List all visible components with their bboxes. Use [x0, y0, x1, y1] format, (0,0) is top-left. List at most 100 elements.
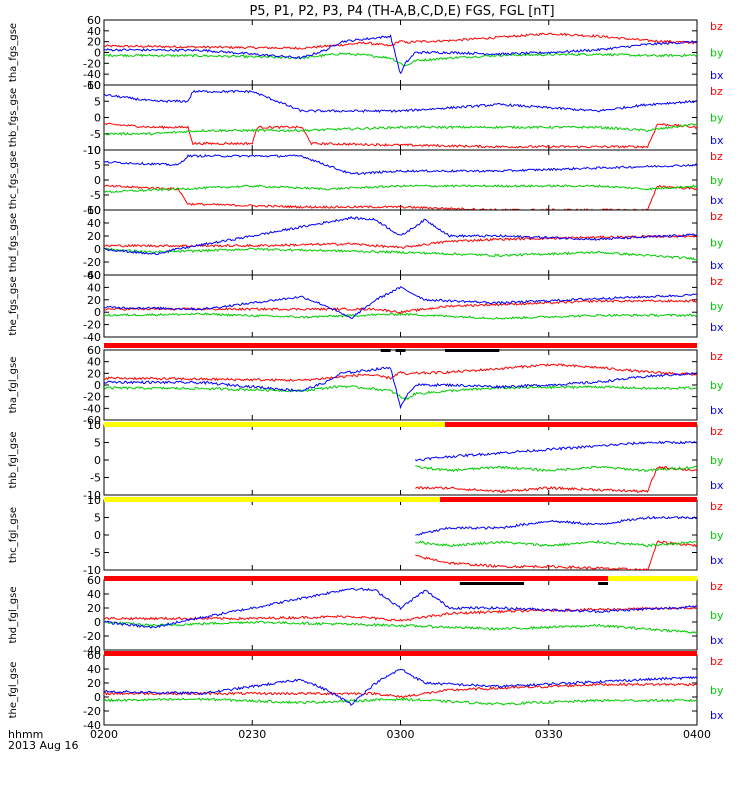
y-tick-label: 20 [87, 230, 101, 243]
y-tick-label: 0 [94, 112, 101, 125]
legend-by: by [710, 300, 724, 313]
y-tick-label: 0 [94, 379, 101, 392]
y-tick-label: 60 [87, 269, 101, 282]
y-axis-label: thc_fgl_gse [8, 507, 19, 563]
panel-frame [103, 654, 698, 726]
series-bx-line [104, 668, 697, 706]
legend-by: by [710, 47, 724, 60]
y-tick-label: -10 [83, 204, 101, 217]
status-bar-mark [598, 582, 609, 585]
legend-by: by [710, 379, 724, 392]
x-tick-label: 0300 [387, 728, 415, 741]
y-tick-label: -40 [83, 402, 101, 415]
legend-by: by [710, 237, 724, 250]
legend-bx: bx [710, 194, 724, 207]
y-tick-label: 0 [94, 691, 101, 704]
legend-bz: bz [710, 350, 723, 363]
y-tick-label: -20 [83, 57, 101, 70]
panel-frame [103, 274, 698, 338]
legend-bx: bx [710, 709, 724, 722]
y-tick-label: 5 [94, 437, 101, 450]
series-by-line [415, 465, 697, 473]
legend-bz: bz [710, 580, 723, 593]
y-tick-label: 60 [87, 14, 101, 27]
legend-bx: bx [710, 259, 724, 272]
y-tick-label: 10 [87, 419, 101, 432]
y-axis-label: the_fgs_gse [8, 276, 19, 335]
legend-by: by [710, 529, 724, 542]
legend-bz: bz [710, 425, 723, 438]
legend-bz: bz [710, 210, 723, 223]
series-bz-line [104, 299, 697, 315]
legend-by: by [710, 174, 724, 187]
status-bar-segment [104, 422, 445, 427]
panel-2: 10 5 0 -5 -10 thb_fgs_gse bz by bx [8, 79, 724, 157]
y-tick-label: 60 [87, 574, 101, 587]
panel-frame [103, 579, 698, 651]
series-by-line [415, 539, 697, 548]
legend-bz: bz [710, 655, 723, 668]
y-tick-label: 60 [87, 649, 101, 662]
legend-bx: bx [710, 554, 724, 567]
y-tick-label: 20 [87, 367, 101, 380]
legend-bx: bx [710, 404, 724, 417]
series-bx-line [414, 440, 697, 462]
y-axis-label: tha_fgl_gse [8, 357, 19, 414]
legend-bx: bx [710, 479, 724, 492]
y-tick-label: -10 [83, 564, 101, 577]
y-tick-label: -20 [83, 391, 101, 404]
status-bar-mark [459, 582, 525, 585]
series-bx-line [104, 587, 697, 629]
y-tick-label: -5 [90, 547, 101, 560]
series-by-line [104, 696, 697, 706]
series-bx-line [104, 215, 697, 255]
y-tick-label: 0 [94, 529, 101, 542]
legend-bx: bx [710, 634, 724, 647]
y-tick-label: 60 [87, 344, 101, 357]
y-tick-label: -5 [90, 128, 101, 141]
y-tick-label: -40 [83, 68, 101, 81]
series-by-line [104, 247, 697, 261]
panel-7: 10 5 0 -5 -10 thb_fgl_gse bz by bx [8, 419, 724, 502]
y-tick-label: -20 [83, 319, 101, 332]
y-tick-label: 0 [94, 454, 101, 467]
status-bar-segment [104, 576, 609, 581]
y-tick-label: 40 [87, 281, 101, 294]
series-bz-line [104, 234, 697, 249]
series-bx-line [104, 89, 697, 113]
y-tick-label: 20 [87, 677, 101, 690]
legend-bz: bz [710, 20, 723, 33]
y-tick-label: 40 [87, 217, 101, 230]
series-by-line [104, 620, 697, 635]
y-tick-label: -20 [83, 256, 101, 269]
series-bx-line [104, 366, 697, 410]
y-tick-label: -5 [90, 189, 101, 202]
series-bx-line [104, 286, 697, 320]
status-bar-segment [104, 497, 441, 502]
y-tick-label: -40 [83, 719, 101, 732]
legend-by: by [710, 609, 724, 622]
series-by-line [104, 312, 697, 320]
y-tick-label: 60 [87, 204, 101, 217]
series-bz-line [104, 682, 697, 699]
status-bar-mark [380, 349, 391, 352]
panel-frame [103, 349, 698, 421]
series-bz-line [415, 540, 697, 570]
x-tick-label: 0400 [683, 728, 711, 741]
y-axis-label: thd_fgs_gse [8, 213, 19, 272]
chart-title: P5, P1, P2, P3, P4 (TH-A,B,C,D,E) FGS, F… [249, 4, 554, 19]
x-axis-label-date: 2013 Aug 16 [8, 739, 78, 752]
panel-frame [103, 84, 698, 151]
legend-by: by [710, 454, 724, 467]
status-bar-mark [444, 349, 500, 352]
legend-bz: bz [710, 275, 723, 288]
y-tick-label: 0 [94, 174, 101, 187]
y-axis-label: thd_fgl_gse [8, 587, 19, 644]
y-tick-label: -10 [83, 144, 101, 157]
series-by-line [104, 184, 697, 194]
legend-bx: bx [710, 69, 724, 82]
